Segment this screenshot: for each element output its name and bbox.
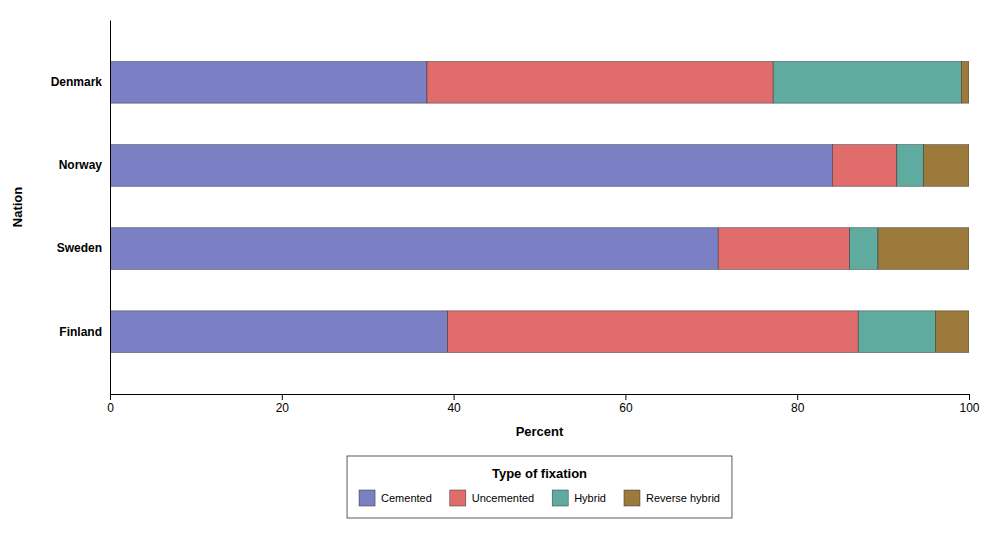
y-axis-line	[110, 21, 111, 395]
legend-label: Cemented	[381, 492, 432, 504]
x-tick-mark	[110, 394, 111, 400]
series-group	[110, 62, 832, 353]
x-tick-label: 0	[107, 401, 114, 415]
x-tick-mark	[282, 394, 283, 400]
x-tick: 100	[959, 394, 979, 415]
bar	[448, 311, 859, 353]
chart-svg: 0 20 40 60 80 100 Finland Sweden Norway Denmark Pe…	[0, 0, 999, 544]
bar	[110, 145, 832, 187]
bar	[923, 145, 969, 187]
x-axis-line	[111, 395, 970, 401]
bars	[110, 62, 969, 353]
x-tick: 80	[791, 394, 805, 415]
legend-item: Cemented	[359, 490, 432, 506]
bar	[961, 62, 969, 104]
bar	[858, 311, 935, 353]
x-tick-mark	[797, 394, 798, 400]
y-tick: Sweden	[57, 241, 102, 255]
x-tick-label: 80	[791, 401, 805, 415]
x-tick-label: 60	[619, 401, 633, 415]
legend-swatch	[359, 490, 375, 506]
legend-label: Uncemented	[472, 492, 534, 504]
y-tick-label: Finland	[59, 325, 102, 339]
bar	[718, 228, 849, 270]
chart-container: 0 20 40 60 80 100 Finland Sweden Norway Denmark Pe…	[0, 0, 999, 544]
y-tick: Norway	[59, 158, 103, 172]
y-tick-label: Norway	[59, 158, 103, 172]
bar	[110, 228, 718, 270]
x-tick: 60	[619, 394, 633, 415]
plot-area: 0 20 40 60 80 100 Finland Sweden Norway Denmark Pe…	[10, 21, 980, 440]
x-tick: 20	[276, 394, 290, 415]
bar	[850, 228, 878, 270]
bar	[110, 311, 448, 353]
bar	[773, 62, 961, 104]
x-tick-mark	[969, 394, 970, 400]
legend: Type of fixation Cemented Uncemented Hybrid…	[347, 456, 732, 518]
bar	[935, 311, 969, 353]
series-group	[773, 62, 961, 353]
legend-frame	[347, 456, 732, 518]
y-tick-label: Denmark	[51, 75, 103, 89]
y-tick-label: Sweden	[57, 241, 102, 255]
y-tick: Finland	[59, 325, 102, 339]
x-axis: 0 20 40 60 80 100	[107, 394, 980, 415]
x-tick-mark	[454, 394, 455, 400]
y-axis-title: Nation	[10, 187, 25, 228]
legend-label: Hybrid	[574, 492, 606, 504]
bar	[832, 145, 896, 187]
series-group	[878, 62, 969, 353]
x-tick-label: 20	[276, 401, 290, 415]
x-tick-mark	[625, 394, 626, 400]
legend-title: Type of fixation	[492, 466, 587, 481]
x-tick: 40	[447, 394, 461, 415]
x-tick: 0	[107, 394, 114, 415]
bar	[897, 145, 924, 187]
bar	[110, 62, 427, 104]
x-tick-label: 100	[959, 401, 979, 415]
series-group	[427, 62, 897, 353]
legend-swatch	[552, 490, 568, 506]
legend-item: Reverse hybrid	[624, 490, 720, 506]
legend-item: Hybrid	[552, 490, 606, 506]
y-axis: Finland Sweden Norway Denmark	[51, 21, 111, 395]
y-tick: Denmark	[51, 75, 103, 89]
legend-swatch	[624, 490, 640, 506]
bar	[427, 62, 773, 104]
x-axis-title: Percent	[516, 424, 564, 439]
legend-swatch	[450, 490, 466, 506]
legend-item: Uncemented	[450, 490, 534, 506]
bar	[878, 228, 969, 270]
x-tick-label: 40	[447, 401, 461, 415]
legend-label: Reverse hybrid	[646, 492, 720, 504]
